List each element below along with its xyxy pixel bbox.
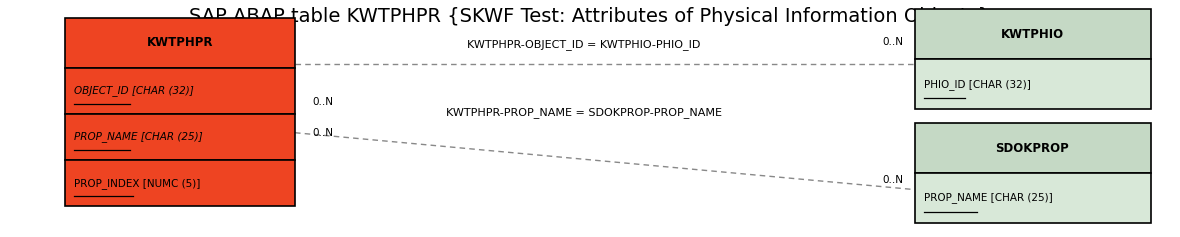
Text: SAP ABAP table KWTPHPR {SKWF Test: Attributes of Physical Information Objects}: SAP ABAP table KWTPHPR {SKWF Test: Attri… [190,7,990,26]
Text: KWTPHPR: KWTPHPR [146,36,214,49]
Bar [65,18,295,68]
Bar [65,160,295,206]
Bar [65,114,295,160]
Text: KWTPHIO: KWTPHIO [1001,28,1064,41]
Text: 0..N: 0..N [313,97,334,107]
Text: OBJECT_ID [CHAR (32)]: OBJECT_ID [CHAR (32)] [74,85,194,96]
Bar [914,9,1150,59]
Text: 0..N: 0..N [313,128,334,138]
Text: PHIO_ID [CHAR (32)]: PHIO_ID [CHAR (32)] [924,79,1031,90]
Text: SDOKPROP: SDOKPROP [996,142,1069,155]
Bar [914,173,1150,223]
Text: PROP_INDEX [NUMC (5)]: PROP_INDEX [NUMC (5)] [74,178,201,189]
Text: KWTPHPR-OBJECT_ID = KWTPHIO-PHIO_ID: KWTPHPR-OBJECT_ID = KWTPHIO-PHIO_ID [467,39,701,50]
Bar [65,68,295,114]
Text: 0..N: 0..N [883,175,904,185]
Bar [914,59,1150,109]
Text: PROP_NAME [CHAR (25)]: PROP_NAME [CHAR (25)] [924,192,1053,203]
Text: KWTPHPR-PROP_NAME = SDOKPROP-PROP_NAME: KWTPHPR-PROP_NAME = SDOKPROP-PROP_NAME [446,108,722,118]
Text: 0..N: 0..N [883,37,904,47]
Text: PROP_NAME [CHAR (25)]: PROP_NAME [CHAR (25)] [74,131,203,142]
Bar [914,123,1150,173]
